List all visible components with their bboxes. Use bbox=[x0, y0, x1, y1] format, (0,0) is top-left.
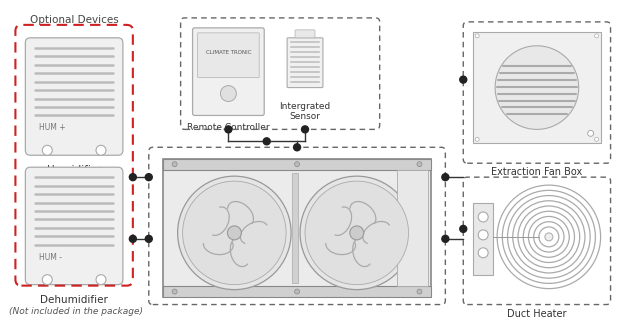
FancyBboxPatch shape bbox=[25, 38, 123, 155]
Circle shape bbox=[475, 137, 479, 141]
Circle shape bbox=[130, 174, 136, 181]
Circle shape bbox=[172, 162, 177, 167]
Circle shape bbox=[221, 86, 236, 101]
Text: Remote Controller: Remote Controller bbox=[187, 123, 270, 132]
Bar bbox=[473, 203, 493, 275]
Text: Duct Heater: Duct Heater bbox=[507, 308, 567, 318]
Circle shape bbox=[588, 130, 593, 136]
FancyBboxPatch shape bbox=[193, 28, 264, 116]
Circle shape bbox=[478, 212, 488, 222]
Circle shape bbox=[42, 275, 52, 285]
Text: Extraction Fan Box: Extraction Fan Box bbox=[491, 167, 583, 177]
Circle shape bbox=[96, 145, 106, 155]
FancyBboxPatch shape bbox=[198, 33, 259, 78]
Bar bbox=[162, 159, 432, 170]
Circle shape bbox=[595, 34, 599, 38]
Bar bbox=[162, 159, 432, 297]
Circle shape bbox=[183, 181, 286, 285]
Circle shape bbox=[478, 248, 488, 258]
Circle shape bbox=[545, 233, 553, 241]
Bar bbox=[162, 286, 432, 297]
FancyBboxPatch shape bbox=[287, 38, 323, 88]
Circle shape bbox=[294, 144, 301, 151]
Circle shape bbox=[130, 235, 136, 242]
Text: Optional Devices: Optional Devices bbox=[30, 15, 118, 25]
Circle shape bbox=[294, 289, 299, 294]
Circle shape bbox=[225, 126, 232, 133]
Text: Dehumidifier: Dehumidifier bbox=[40, 295, 108, 305]
Bar bbox=[473, 32, 601, 143]
Text: CLIMATE TRONIC: CLIMATE TRONIC bbox=[206, 50, 251, 55]
Circle shape bbox=[478, 230, 488, 240]
Circle shape bbox=[228, 226, 241, 240]
Circle shape bbox=[417, 162, 422, 167]
Text: Intergrated
Sensor: Intergrated Sensor bbox=[280, 101, 330, 121]
Bar bbox=[292, 173, 298, 283]
Circle shape bbox=[145, 235, 153, 242]
Circle shape bbox=[417, 289, 422, 294]
Text: Humidifier: Humidifier bbox=[47, 165, 102, 175]
Text: HUM -: HUM - bbox=[39, 253, 62, 262]
Circle shape bbox=[294, 162, 299, 167]
Circle shape bbox=[145, 174, 153, 181]
Circle shape bbox=[264, 138, 270, 145]
Circle shape bbox=[460, 225, 467, 232]
Circle shape bbox=[495, 46, 578, 129]
Circle shape bbox=[96, 275, 106, 285]
Text: (Not included in the package): (Not included in the package) bbox=[9, 307, 143, 316]
Circle shape bbox=[172, 289, 177, 294]
Circle shape bbox=[305, 181, 409, 285]
FancyBboxPatch shape bbox=[25, 167, 123, 285]
FancyBboxPatch shape bbox=[295, 30, 315, 38]
Circle shape bbox=[442, 235, 449, 242]
Circle shape bbox=[442, 174, 449, 181]
Circle shape bbox=[350, 226, 364, 240]
Circle shape bbox=[460, 76, 467, 83]
Circle shape bbox=[300, 176, 414, 290]
Circle shape bbox=[475, 34, 479, 38]
Circle shape bbox=[595, 137, 599, 141]
Bar bbox=[397, 170, 428, 286]
Circle shape bbox=[178, 176, 291, 290]
Text: HUM +: HUM + bbox=[39, 123, 66, 132]
Circle shape bbox=[42, 145, 52, 155]
Circle shape bbox=[301, 126, 309, 133]
